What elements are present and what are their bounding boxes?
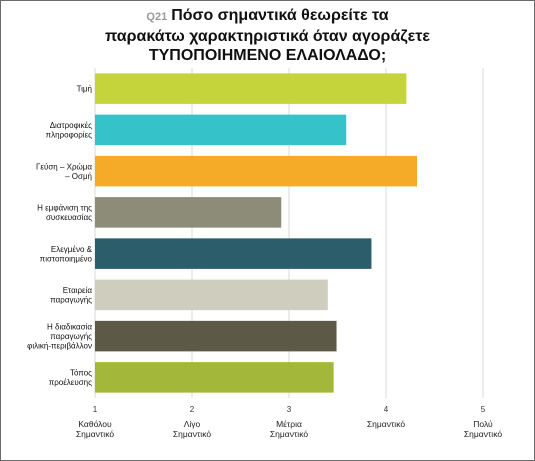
- tick-label-4: Σημαντικό: [367, 419, 405, 429]
- chart-title: Q21 Πόσο σημαντικά θεωρείτε τα παρακάτω χ…: [0, 6, 535, 65]
- tick-number-2: 2: [190, 405, 195, 414]
- bar-8: [95, 362, 334, 393]
- tick-label-5: Πολύ Σημαντικό: [464, 419, 502, 439]
- title-line-1: Πόσο σημαντικά θεωρείτε τα: [171, 7, 389, 24]
- bars: [95, 73, 418, 393]
- bar-5: [95, 238, 372, 269]
- question-number: Q21: [146, 11, 168, 23]
- category-label-7: Η διαδικασία παραγωγής φιλική-περιβάλλον: [27, 323, 92, 351]
- bar-1: [95, 73, 407, 104]
- tick-number-5: 5: [481, 405, 486, 414]
- title-line-2: παρακάτω χαρακτηριστικά όταν αγοράζετε: [105, 28, 430, 45]
- category-label-5: Ελεγμένο & πιστοποιημένο: [40, 245, 93, 264]
- tick-number-1: 1: [93, 405, 98, 414]
- bar-4: [95, 197, 282, 228]
- bar-2: [95, 114, 347, 146]
- bar-7: [95, 320, 337, 352]
- category-label-3: Γεύση – Χρώμα – Οσμή: [36, 162, 92, 181]
- bar-3: [95, 155, 418, 187]
- tick-label-3: Μέτρια Σημαντικό: [270, 419, 308, 439]
- category-label-4: Η εμφάνιση της συσκευασίας: [37, 204, 92, 223]
- title-line-3: ΤΥΠΟΠΟΙΗΜΕΝΟ ΕΛΑΙΟΛΑΔΟ;: [148, 47, 387, 64]
- category-label-1: Τιμή: [77, 85, 92, 94]
- tick-label-2: Λίγο Σημαντικό: [173, 419, 211, 439]
- tick-number-3: 3: [287, 405, 292, 414]
- category-label-6: Εταιρεία παραγωγής: [50, 286, 92, 305]
- category-labels: Τιμή Διατροφικές πληροφορίες Γεύση – Χρώμα –…: [27, 85, 92, 388]
- x-axis-ticks: 1 Καθόλου Σημαντικό 2 Λίγο Σημαντικό 3 Μέτρια Ση…: [76, 405, 502, 439]
- category-label-8: Τόπος προέλευσης: [49, 369, 92, 388]
- tick-label-1: Καθόλου Σημαντικό: [76, 419, 114, 439]
- bar-6: [95, 279, 328, 311]
- category-label-2: Διατροφικές πληροφορίες: [46, 121, 93, 140]
- tick-number-4: 4: [384, 405, 389, 414]
